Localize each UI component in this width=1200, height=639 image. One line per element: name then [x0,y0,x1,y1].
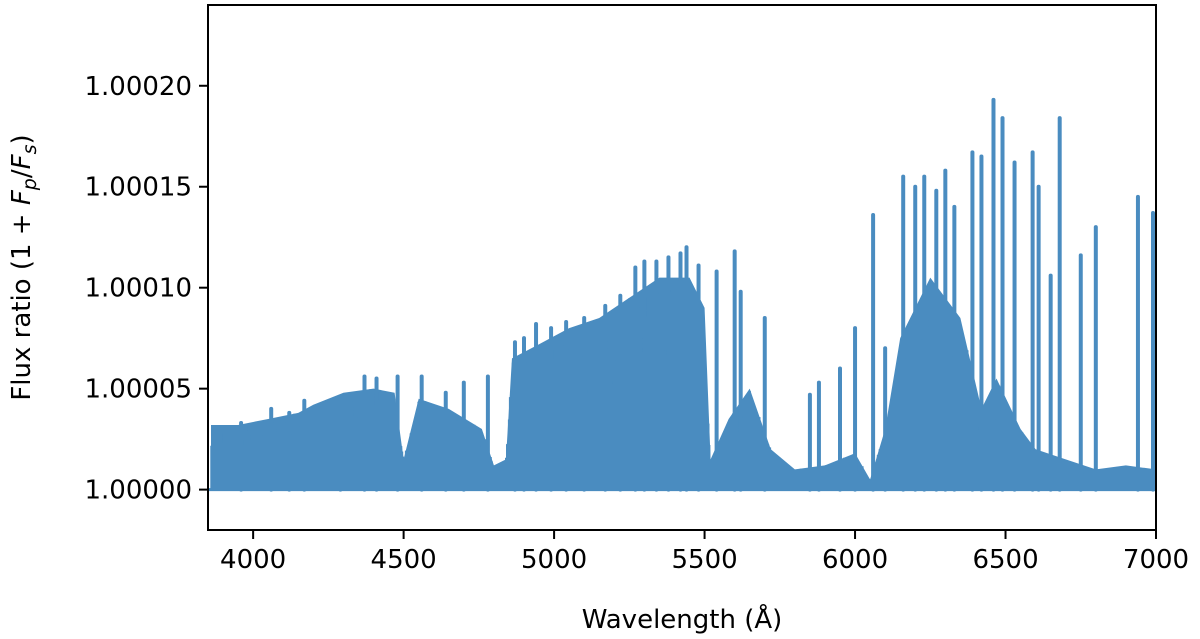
x-tick-label: 6500 [972,545,1038,575]
x-axis: 4000 4500 5000 5500 6000 6500 7000 [220,530,1189,575]
x-tick-label: 7000 [1123,545,1189,575]
spectrum-series [208,97,1156,492]
y-tick-label: 1.00005 [84,375,192,405]
y-tick-label: 1.00015 [84,173,192,203]
y-axis: 1.00000 1.00005 1.00010 1.00015 1.00020 [84,72,208,506]
y-axis-title-den-sub: s [19,144,41,154]
y-axis-title-num: F [7,189,37,205]
x-tick-label: 5500 [671,545,737,575]
x-axis-title: Wavelength (Å) [582,603,783,635]
x-tick-label: 4000 [220,545,286,575]
x-tick-label: 4500 [371,545,437,575]
y-tick-label: 1.00010 [84,274,192,304]
y-tick-label: 1.00020 [84,72,192,102]
y-tick-label: 1.00000 [84,476,192,506]
y-axis-title-suffix: ) [7,134,37,144]
y-axis-title: Flux ratio (1 + Fp/Fs) [7,134,41,400]
y-axis-title-slash: / [7,169,37,178]
plot-frame [207,4,1157,531]
y-axis-title-prefix: Flux ratio (1 + [7,205,37,401]
x-tick-label: 5000 [521,545,587,575]
y-axis-title-num-sub: p [19,178,41,191]
y-axis-title-den: F [7,153,37,169]
x-tick-label: 6000 [822,545,888,575]
